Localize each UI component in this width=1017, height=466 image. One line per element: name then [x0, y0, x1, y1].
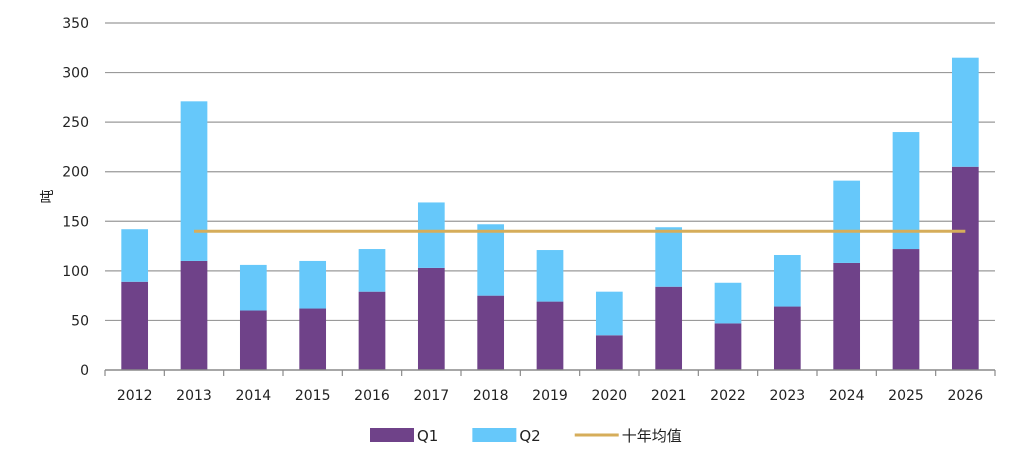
bar-q1-2018	[477, 295, 505, 370]
bar-q1-2015	[299, 308, 327, 370]
bar-q2-2020	[595, 291, 623, 336]
bar-q1-2022	[714, 323, 742, 370]
bar-q1-2021	[655, 286, 683, 370]
bar-q2-2018	[477, 224, 505, 296]
y-tick-label: 100	[62, 264, 89, 280]
bar-q1-2017	[417, 267, 445, 370]
legend-label: 十年均值	[622, 427, 682, 445]
y-tick-label: 0	[80, 363, 89, 379]
bar-q2-2016	[358, 249, 386, 292]
y-tick-label: 250	[62, 115, 89, 131]
bar-q2-2012	[121, 229, 149, 282]
legend-swatch-q1	[370, 428, 414, 442]
x-tick-label: 2023	[770, 388, 806, 404]
y-axis-title: 吨	[40, 190, 56, 204]
bar-q1-2020	[595, 335, 623, 370]
bar-q1-2024	[833, 262, 861, 370]
bar-q2-2026	[951, 57, 979, 167]
bar-q2-2014	[239, 264, 267, 311]
bar-q2-2023	[773, 254, 801, 307]
x-tick-label: 2018	[473, 388, 509, 404]
bar-q2-2022	[714, 282, 742, 324]
bar-q2-2025	[892, 132, 920, 250]
x-tick-label: 2016	[354, 388, 390, 404]
x-tick-label: 2017	[414, 388, 450, 404]
x-tick-label: 2024	[829, 388, 865, 404]
bar-q2-2013	[180, 101, 208, 261]
y-tick-label: 50	[71, 313, 89, 329]
bar-q2-2015	[299, 260, 327, 309]
bar-q2-2019	[536, 250, 564, 302]
x-tick-label: 2015	[295, 388, 331, 404]
bar-q1-2012	[121, 281, 149, 370]
y-tick-label: 200	[62, 165, 89, 181]
y-tick-label: 300	[62, 66, 89, 82]
x-tick-label: 2012	[117, 388, 153, 404]
x-tick-label: 2013	[176, 388, 212, 404]
bar-q1-2013	[180, 260, 208, 370]
bar-q1-2019	[536, 301, 564, 370]
x-tick-label: 2022	[710, 388, 746, 404]
bar-q1-2023	[773, 306, 801, 370]
x-tick-label: 2014	[236, 388, 272, 404]
bar-q2-2021	[655, 227, 683, 287]
legend: Q1 Q2 十年均值	[370, 427, 682, 445]
bar-q1-2026	[951, 166, 979, 370]
y-axis-ticks: 0 50 100 150 200 250 300 350	[62, 16, 89, 379]
bar-q1-2014	[239, 310, 267, 370]
x-tick-label: 2026	[948, 388, 984, 404]
bar-q1-2016	[358, 291, 386, 370]
bars	[121, 57, 979, 370]
bar-q2-2017	[417, 202, 445, 268]
x-tick-label: 2020	[592, 388, 628, 404]
legend-label: Q2	[519, 427, 540, 445]
bar-q1-2025	[892, 249, 920, 370]
x-tick-label: 2021	[651, 388, 687, 404]
legend-label: Q1	[417, 427, 438, 445]
legend-swatch-q2	[472, 428, 517, 442]
y-tick-label: 150	[62, 214, 89, 230]
x-tick-label: 2019	[532, 388, 568, 404]
x-axis-ticks: 2012 2013 2014 2015 2016 2017 2018 2019 2020 2021…	[104, 370, 996, 404]
bar-q2-2024	[833, 180, 861, 263]
y-tick-label: 350	[62, 16, 89, 32]
x-tick-label: 2025	[888, 388, 924, 404]
